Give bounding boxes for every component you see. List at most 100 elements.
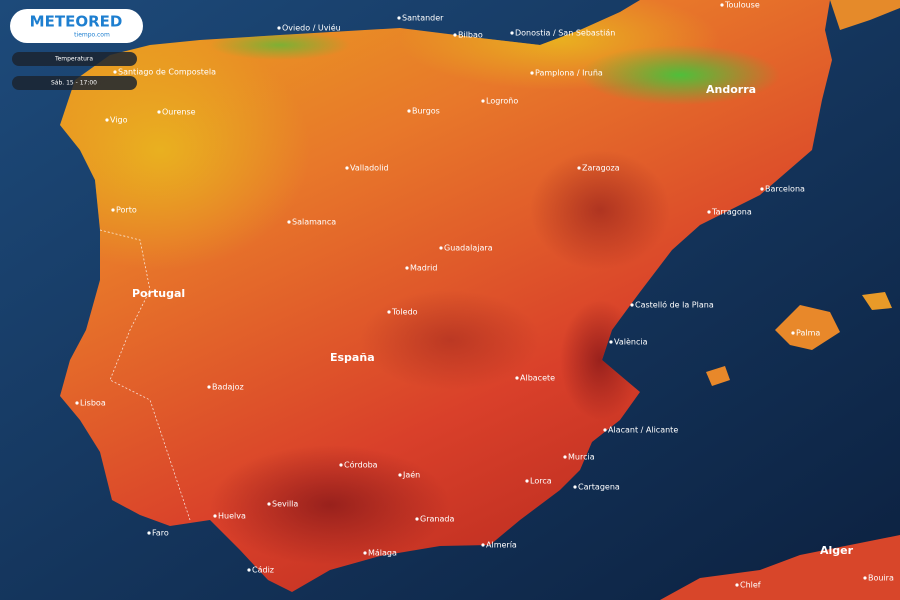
city-dot [207,385,211,389]
ibiza [706,366,730,386]
city-dot [405,266,409,270]
city-label: Santander [402,14,444,23]
city-dot [339,463,343,467]
city-dot [105,118,109,122]
city-dot [510,31,514,35]
layer-pill [12,52,137,66]
time-pill [12,76,137,90]
city-dot [530,71,534,75]
city-label: Palma [796,329,820,338]
city-label: Bouira [868,574,894,583]
city-dot [397,16,401,20]
city-dot [387,310,391,314]
city-label: Oviedo / Uviéu [282,23,341,33]
city-label: Burgos [412,107,440,116]
country-label: España [330,351,375,364]
city-dot [439,246,443,250]
city-label: Donostia / San Sebastián [515,29,615,38]
city-dot [609,340,613,344]
city-dot [398,473,402,477]
labels: Portugal España Andorra Alger Toulouse Oviedo… [75,1,894,590]
border [99,229,191,521]
city-label: Toledo [391,308,418,317]
city-dot [75,401,79,405]
city-dot [453,33,457,37]
city-label: Lisboa [80,399,106,408]
country-label: Andorra [706,83,756,96]
city-label: Chlef [740,581,761,590]
city-label: Jaén [402,470,420,480]
france-coast [830,0,900,30]
country-label: Portugal [132,287,185,300]
city-label: Lorca [530,477,552,486]
layer-name: Temperatura [54,56,93,63]
city-dot [760,187,764,191]
logo-sub: tiempo.com [74,32,110,39]
city-dot [481,543,485,547]
city-label: Murcia [568,453,595,462]
city-label: Cartagena [578,483,620,492]
city-dot [707,210,711,214]
city-dot [267,502,271,506]
city-dot [863,576,867,580]
country-label: Alger [820,544,854,557]
city-label: Porto [116,206,137,215]
city-dot [407,109,411,113]
city-dot [791,331,795,335]
city-dot [481,99,485,103]
city-label: Albacete [520,374,555,383]
city-dot [247,568,251,572]
city-label: Alacant / Alicante [608,426,678,435]
city-label: València [614,337,648,347]
city-dot [287,220,291,224]
city-dot [113,70,117,74]
city-label: Granada [420,515,454,524]
city-label: Pamplona / Iruña [535,69,603,78]
city-dot [147,531,151,535]
city-label: Barcelona [765,185,805,194]
city-dot [577,166,581,170]
city-label: Tarragona [711,208,752,217]
menorca [862,292,892,310]
city-dot [277,26,281,30]
city-dot [563,455,567,459]
logo: METEORED tiempo.com Temperatura Sáb. 15 … [10,9,143,90]
city-dot [525,479,529,483]
city-label: Vigo [110,116,128,125]
city-label: Valladolid [350,164,389,173]
city-dot [720,3,724,7]
city-dot [157,110,161,114]
city-label: Faro [152,529,169,538]
city-dot [213,514,217,518]
mallorca [775,305,840,350]
city-label: Cádiz [252,566,274,575]
city-dot [415,517,419,521]
city-label: Huelva [218,512,246,521]
city-dot [111,208,115,212]
city-label: Castelló de la Plana [635,300,714,310]
city-label: Almería [486,541,517,550]
logo-text: METEORED [30,13,123,31]
city-label: Málaga [368,549,397,558]
city-dot [630,303,634,307]
city-dot [603,428,607,432]
city-label: Salamanca [292,218,336,227]
city-label: Logroño [486,97,518,106]
time-label: Sáb. 15 - 17:00 [51,80,97,87]
city-label: Guadalajara [444,244,493,253]
city-dot [573,485,577,489]
city-dot [345,166,349,170]
city-label: Sevilla [272,500,298,509]
logo-badge [10,9,143,43]
city-label: Santiago de Compostela [118,68,216,77]
city-dot [363,551,367,555]
africa [660,535,900,600]
city-dot [735,583,739,587]
city-label: Ourense [162,108,196,117]
city-label: Bilbao [458,31,483,40]
city-label: Madrid [410,264,437,273]
city-dot [515,376,519,380]
